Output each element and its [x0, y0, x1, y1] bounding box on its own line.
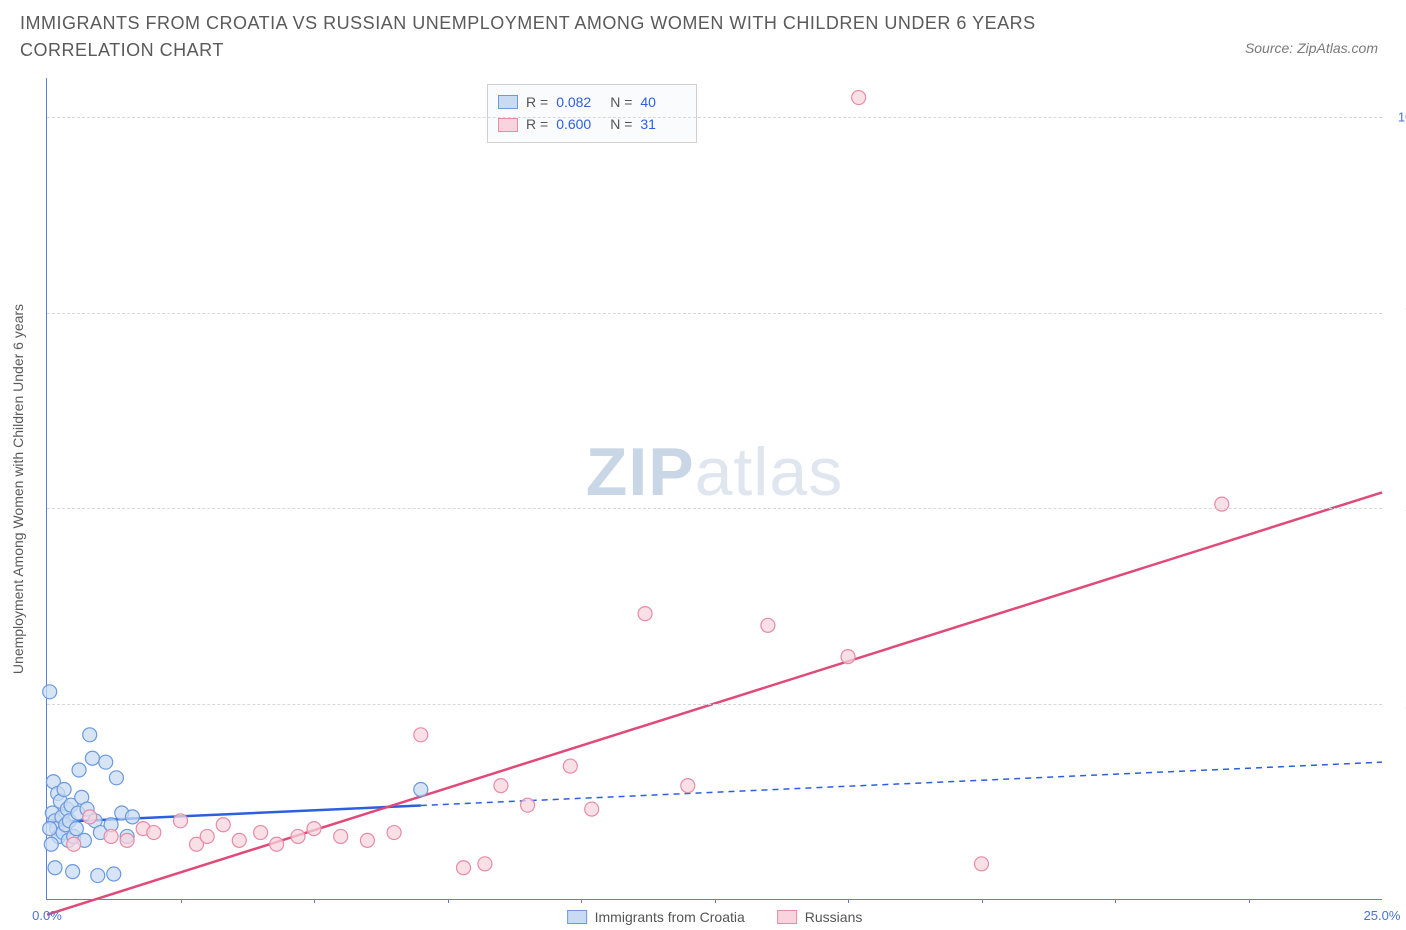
bottom-legend: Immigrants from Croatia Russians [567, 909, 863, 925]
n-value-croatia: 40 [640, 91, 686, 113]
swatch-russians [498, 118, 518, 132]
y-tick-label: 25.0% [1387, 696, 1406, 711]
legend-item-russians: Russians [777, 909, 863, 925]
swatch-croatia [498, 95, 518, 109]
y-tick-label: 50.0% [1387, 501, 1406, 516]
y-tick-label: 75.0% [1387, 305, 1406, 320]
legend-swatch-russians [777, 910, 797, 924]
plot-area: Unemployment Among Women with Children U… [46, 78, 1382, 900]
stats-legend: R = 0.082 N = 40 R = 0.600 N = 31 [487, 84, 697, 143]
legend-label-croatia: Immigrants from Croatia [595, 909, 745, 925]
y-axis-label: Unemployment Among Women with Children U… [10, 304, 26, 674]
y-tick-label: 100.0% [1387, 110, 1406, 125]
x-tick-label: 25.0% [1364, 908, 1401, 923]
legend-label-russians: Russians [805, 909, 863, 925]
legend-item-croatia: Immigrants from Croatia [567, 909, 745, 925]
r-label: R = [526, 91, 548, 113]
x-tick-label: 0.0% [32, 908, 62, 923]
chart-svg [47, 78, 1382, 899]
plot: ZIPatlas R = 0.082 N = 40 R = 0.600 N = … [46, 78, 1382, 900]
n-label: N = [610, 91, 632, 113]
chart-container: IMMIGRANTS FROM CROATIA VS RUSSIAN UNEMP… [0, 0, 1406, 930]
r-value-croatia: 0.082 [556, 91, 602, 113]
source-label: Source: ZipAtlas.com [1245, 40, 1378, 56]
chart-title: IMMIGRANTS FROM CROATIA VS RUSSIAN UNEMP… [20, 10, 1120, 64]
stats-row-croatia: R = 0.082 N = 40 [498, 91, 686, 113]
legend-swatch-croatia [567, 910, 587, 924]
